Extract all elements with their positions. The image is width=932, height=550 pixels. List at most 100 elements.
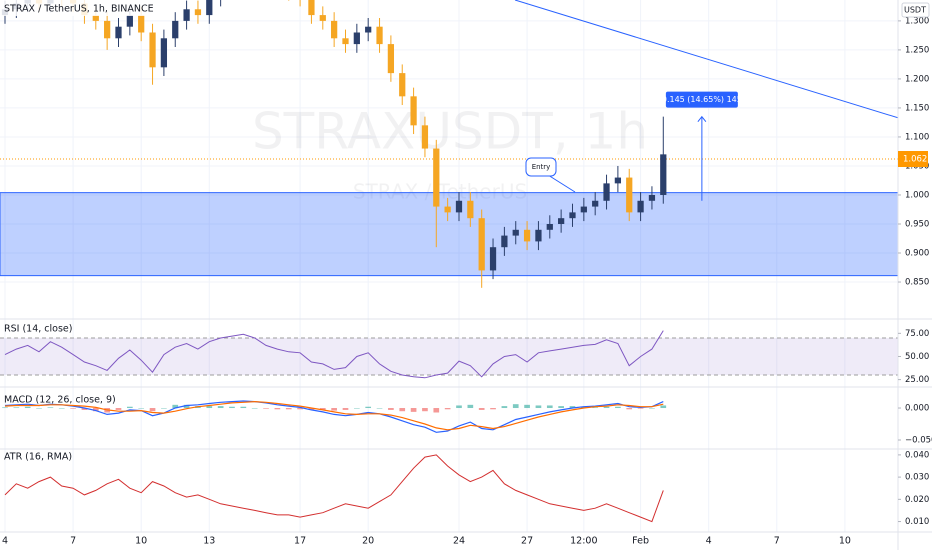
histogram-bar: [354, 408, 360, 409]
price-pane: 0.145 (14.65%) 145: [0, 0, 898, 288]
histogram-bar: [251, 408, 258, 409]
grid-layer: [0, 0, 898, 532]
histogram-bar: [70, 408, 76, 409]
histogram-bar: [149, 408, 156, 412]
histogram-bar: [580, 406, 587, 409]
indicator-line: [4, 454, 664, 523]
histogram-bar: [138, 408, 145, 409]
histogram-bar: [569, 406, 576, 409]
y-tick-label: 0.040: [905, 450, 929, 460]
candle-body: [126, 15, 133, 27]
candle-body: [104, 20, 111, 39]
title-backdrop: [0, 0, 150, 16]
candle-body: [331, 20, 338, 39]
macd-pane: [2, 400, 667, 433]
histogram-bar: [217, 406, 224, 409]
histogram-bar: [660, 405, 667, 409]
histogram-bar: [388, 408, 394, 410]
callout-pointer: [547, 174, 576, 193]
histogram-bar: [319, 408, 326, 410]
rsi-title: RSI (14, close): [4, 324, 72, 335]
histogram-bar: [274, 408, 281, 410]
atr-pane: [4, 454, 664, 523]
last-price-box: [898, 151, 928, 167]
measure-label-box: [665, 91, 738, 108]
histogram-bar: [229, 406, 235, 409]
candle-body: [660, 154, 667, 195]
candle-body: [637, 200, 644, 213]
histogram-bar: [546, 405, 553, 409]
x-tick-label: 12:00: [570, 536, 597, 547]
histogram-bar: [183, 404, 190, 409]
atr-title: ATR (16, RMA): [4, 452, 72, 463]
candle-body: [501, 235, 508, 248]
histogram-bar: [240, 406, 247, 409]
x-tick-label: 20: [362, 536, 374, 547]
histogram-bar: [433, 408, 440, 413]
histogram-bar: [501, 406, 508, 409]
histogram-bar: [127, 406, 133, 409]
macd-line: [4, 400, 664, 431]
x-tick-label: 27: [521, 536, 533, 547]
x-tick-label: Feb: [632, 536, 649, 547]
histogram-bar: [456, 405, 462, 409]
candle-body: [421, 125, 429, 149]
candle-body: [592, 200, 599, 207]
callout-box: [525, 157, 557, 177]
candle-body: [160, 38, 168, 68]
candle-body: [648, 194, 656, 201]
rsi-band: [0, 337, 898, 375]
y-tick-label: 0.030: [905, 473, 929, 483]
candle-body: [194, 9, 202, 16]
x-tick-label: 10: [135, 536, 147, 547]
currency-label: USDT: [904, 6, 926, 15]
candle-body: [376, 26, 383, 45]
y-tick-label: 0.850: [905, 278, 929, 288]
candle-body: [580, 206, 587, 213]
histogram-bar: [2, 407, 8, 409]
histogram-bar: [263, 408, 269, 409]
histogram-bar: [637, 408, 644, 409]
histogram-bar: [81, 408, 88, 410]
candle-body: [149, 32, 156, 68]
candle-body: [92, 15, 99, 21]
histogram-bar: [206, 406, 213, 409]
y-tick-label: −0.050: [905, 436, 932, 446]
x-tick-label: 17: [294, 536, 306, 547]
x-tick-label: 7: [774, 536, 780, 547]
histogram-bar: [331, 408, 337, 411]
histogram-bar: [592, 407, 599, 409]
histogram-bar: [490, 408, 496, 410]
y-tick-label: 0.010: [905, 517, 929, 527]
measure-label: 0.145 (14.65%) 145: [662, 95, 742, 104]
y-tick-label: 1.250: [905, 45, 929, 55]
candle-body: [365, 26, 372, 33]
histogram-bar: [535, 405, 542, 409]
chart-title: STRAX / TetherUS, 1h, BINANCE: [4, 4, 154, 15]
zone: [0, 192, 898, 277]
x-tick-label: 13: [203, 536, 215, 547]
candle-body: [433, 148, 440, 207]
candle-body: [319, 15, 326, 21]
candle-body: [410, 96, 417, 126]
candle-body: [115, 26, 122, 39]
y-tick-label: 1.000: [905, 190, 929, 200]
callout-text: Entry: [532, 163, 551, 171]
y-tick-label: 0.950: [905, 219, 929, 229]
histogram-bar: [512, 404, 519, 409]
candle-body: [444, 206, 451, 213]
histogram-bar: [649, 408, 655, 409]
histogram-bar: [376, 408, 383, 409]
candle-body: [603, 183, 610, 201]
y-tick-label: 1.300: [905, 16, 929, 26]
histogram-bar: [467, 404, 474, 409]
x-tick-label: 4: [706, 536, 712, 547]
axis-layer: 4 7 10 13 17 20 24 27 12:00 Feb 4 7 10 1.300 1.250 1.20…: [2, 16, 932, 546]
candle-body: [478, 218, 485, 271]
candle-body: [387, 44, 395, 74]
currency-badge[interactable]: [901, 2, 930, 18]
histogram-bar: [297, 408, 303, 410]
y-tick-label: 1.150: [905, 103, 929, 113]
entry-callout: Entry: [525, 157, 576, 193]
